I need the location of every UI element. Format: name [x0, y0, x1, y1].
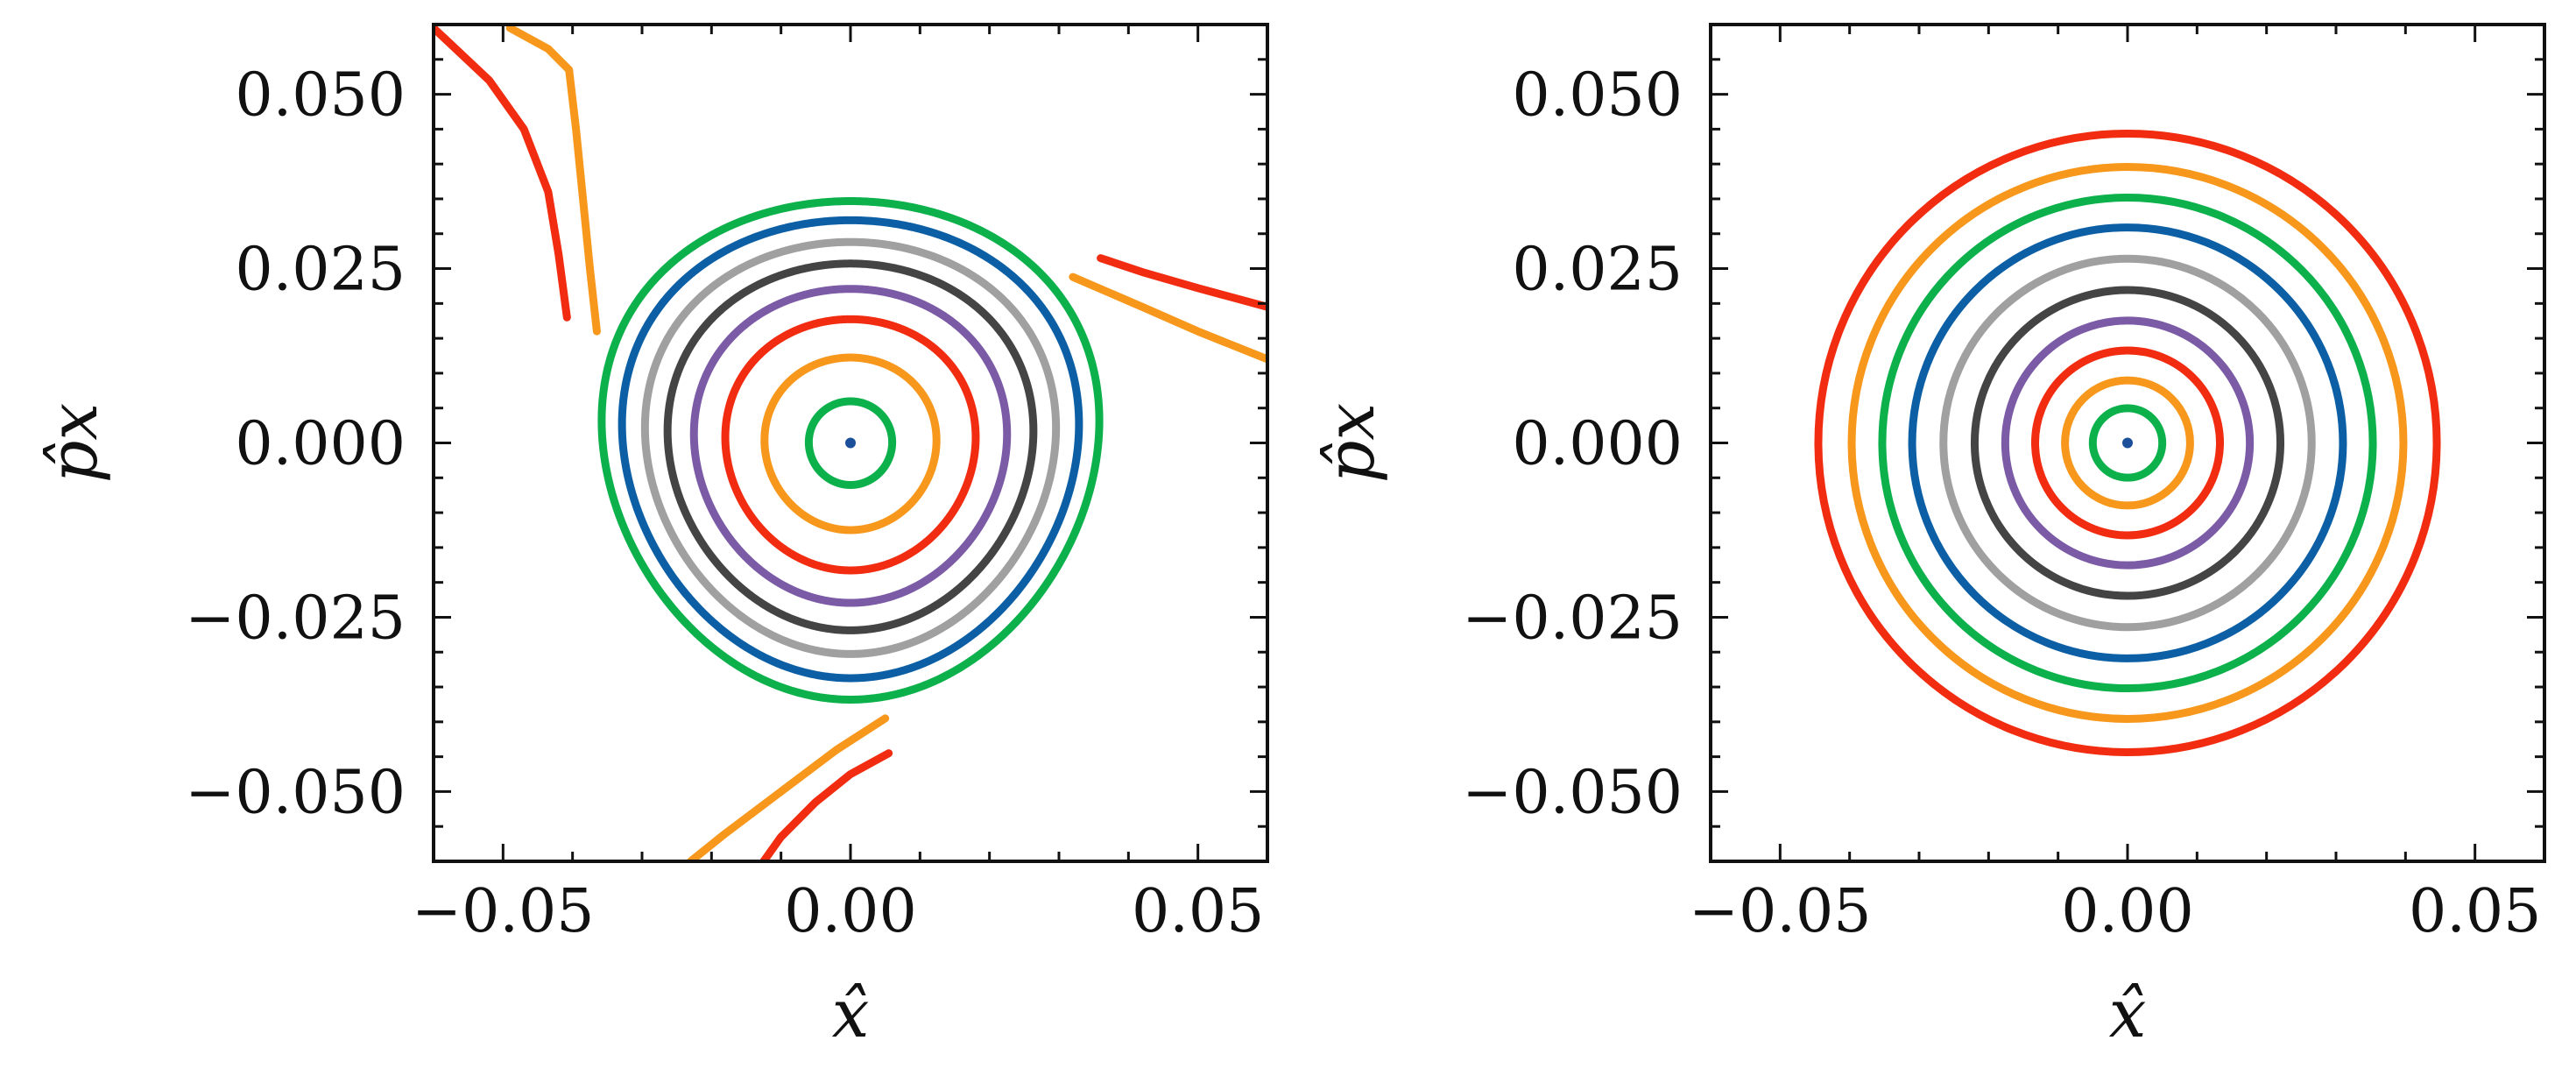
orbit-circle-red-9 — [1814, 129, 2441, 757]
y-tick-label: −0.050 — [185, 758, 406, 827]
y-tick-label: −0.050 — [1462, 758, 1683, 827]
x-tick-label: 0.00 — [2061, 877, 2193, 946]
orbit-circle-darkgray-4 — [1970, 286, 2285, 600]
orbit-purple-3 — [689, 285, 1012, 607]
orbit-green-7 — [597, 197, 1104, 704]
escape-branch-red-5 — [759, 749, 893, 861]
y-tick-label: 0.025 — [1512, 236, 1683, 305]
orbit-darkgray-4 — [663, 259, 1038, 634]
orbit-green-0 — [804, 397, 897, 489]
orbit-circle-orange-1 — [2061, 376, 2194, 510]
y-tick-label: 0.050 — [1512, 61, 1683, 131]
x-tick-label: 0.05 — [1132, 877, 1264, 946]
y-tick-label: −0.025 — [1462, 584, 1683, 653]
x-axis-label: x̂ — [832, 974, 870, 1052]
left-panel-henon-heiles-orbits: −0.05 0.00 0.05 0.050 0.025 0.000 −0.025 −0.050… — [34, 23, 1269, 1052]
y-tick-label: 0.025 — [235, 236, 406, 305]
x-tick-label: −0.05 — [412, 877, 594, 946]
escape-branch-orange-4 — [687, 714, 890, 861]
plot-area — [434, 25, 1267, 861]
right-panel-harmonic-orbits: −0.05 0.00 0.05 0.050 0.025 0.000 −0.025 −0.050… — [1311, 23, 2546, 1052]
y-tick-label: 0.000 — [235, 410, 406, 479]
center-point — [2122, 437, 2133, 449]
y-axis-label: p̂x — [1311, 403, 1389, 484]
orbit-circle-gray-5 — [1939, 254, 2316, 632]
orbit-gray-5 — [640, 237, 1061, 658]
ticks — [432, 23, 1269, 863]
orbit-circle-red-2 — [2030, 346, 2225, 540]
x-axis-label: x̂ — [2109, 974, 2147, 1052]
x-tick-label: 0.05 — [2409, 877, 2541, 946]
escape-branch-red-0 — [434, 25, 571, 322]
x-tick-label: −0.05 — [1689, 877, 1871, 946]
y-tick-label: −0.025 — [185, 584, 406, 653]
y-tick-label: 0.000 — [1512, 410, 1683, 479]
escape-branch-orange-3 — [1069, 273, 1267, 364]
ticks — [1709, 23, 2546, 863]
plot-area — [1814, 129, 2441, 757]
orbit-circle-purple-3 — [2001, 316, 2255, 570]
orbit-circle-green-0 — [2088, 404, 2167, 482]
y-axis-label: p̂x — [34, 403, 112, 484]
y-tick-label: 0.050 — [235, 61, 406, 131]
orbit-circle-orange-8 — [1847, 163, 2408, 723]
orbit-circle-blue-6 — [1908, 223, 2347, 662]
escape-branch-red-2 — [1097, 254, 1267, 311]
center-point — [845, 437, 856, 449]
orbit-circle-green-7 — [1878, 193, 2377, 693]
orbit-red-2 — [721, 315, 980, 575]
orbit-blue-6 — [618, 216, 1083, 683]
x-tick-label: 0.00 — [784, 877, 916, 946]
orbit-orange-1 — [760, 353, 941, 534]
escape-branch-orange-1 — [505, 25, 601, 336]
